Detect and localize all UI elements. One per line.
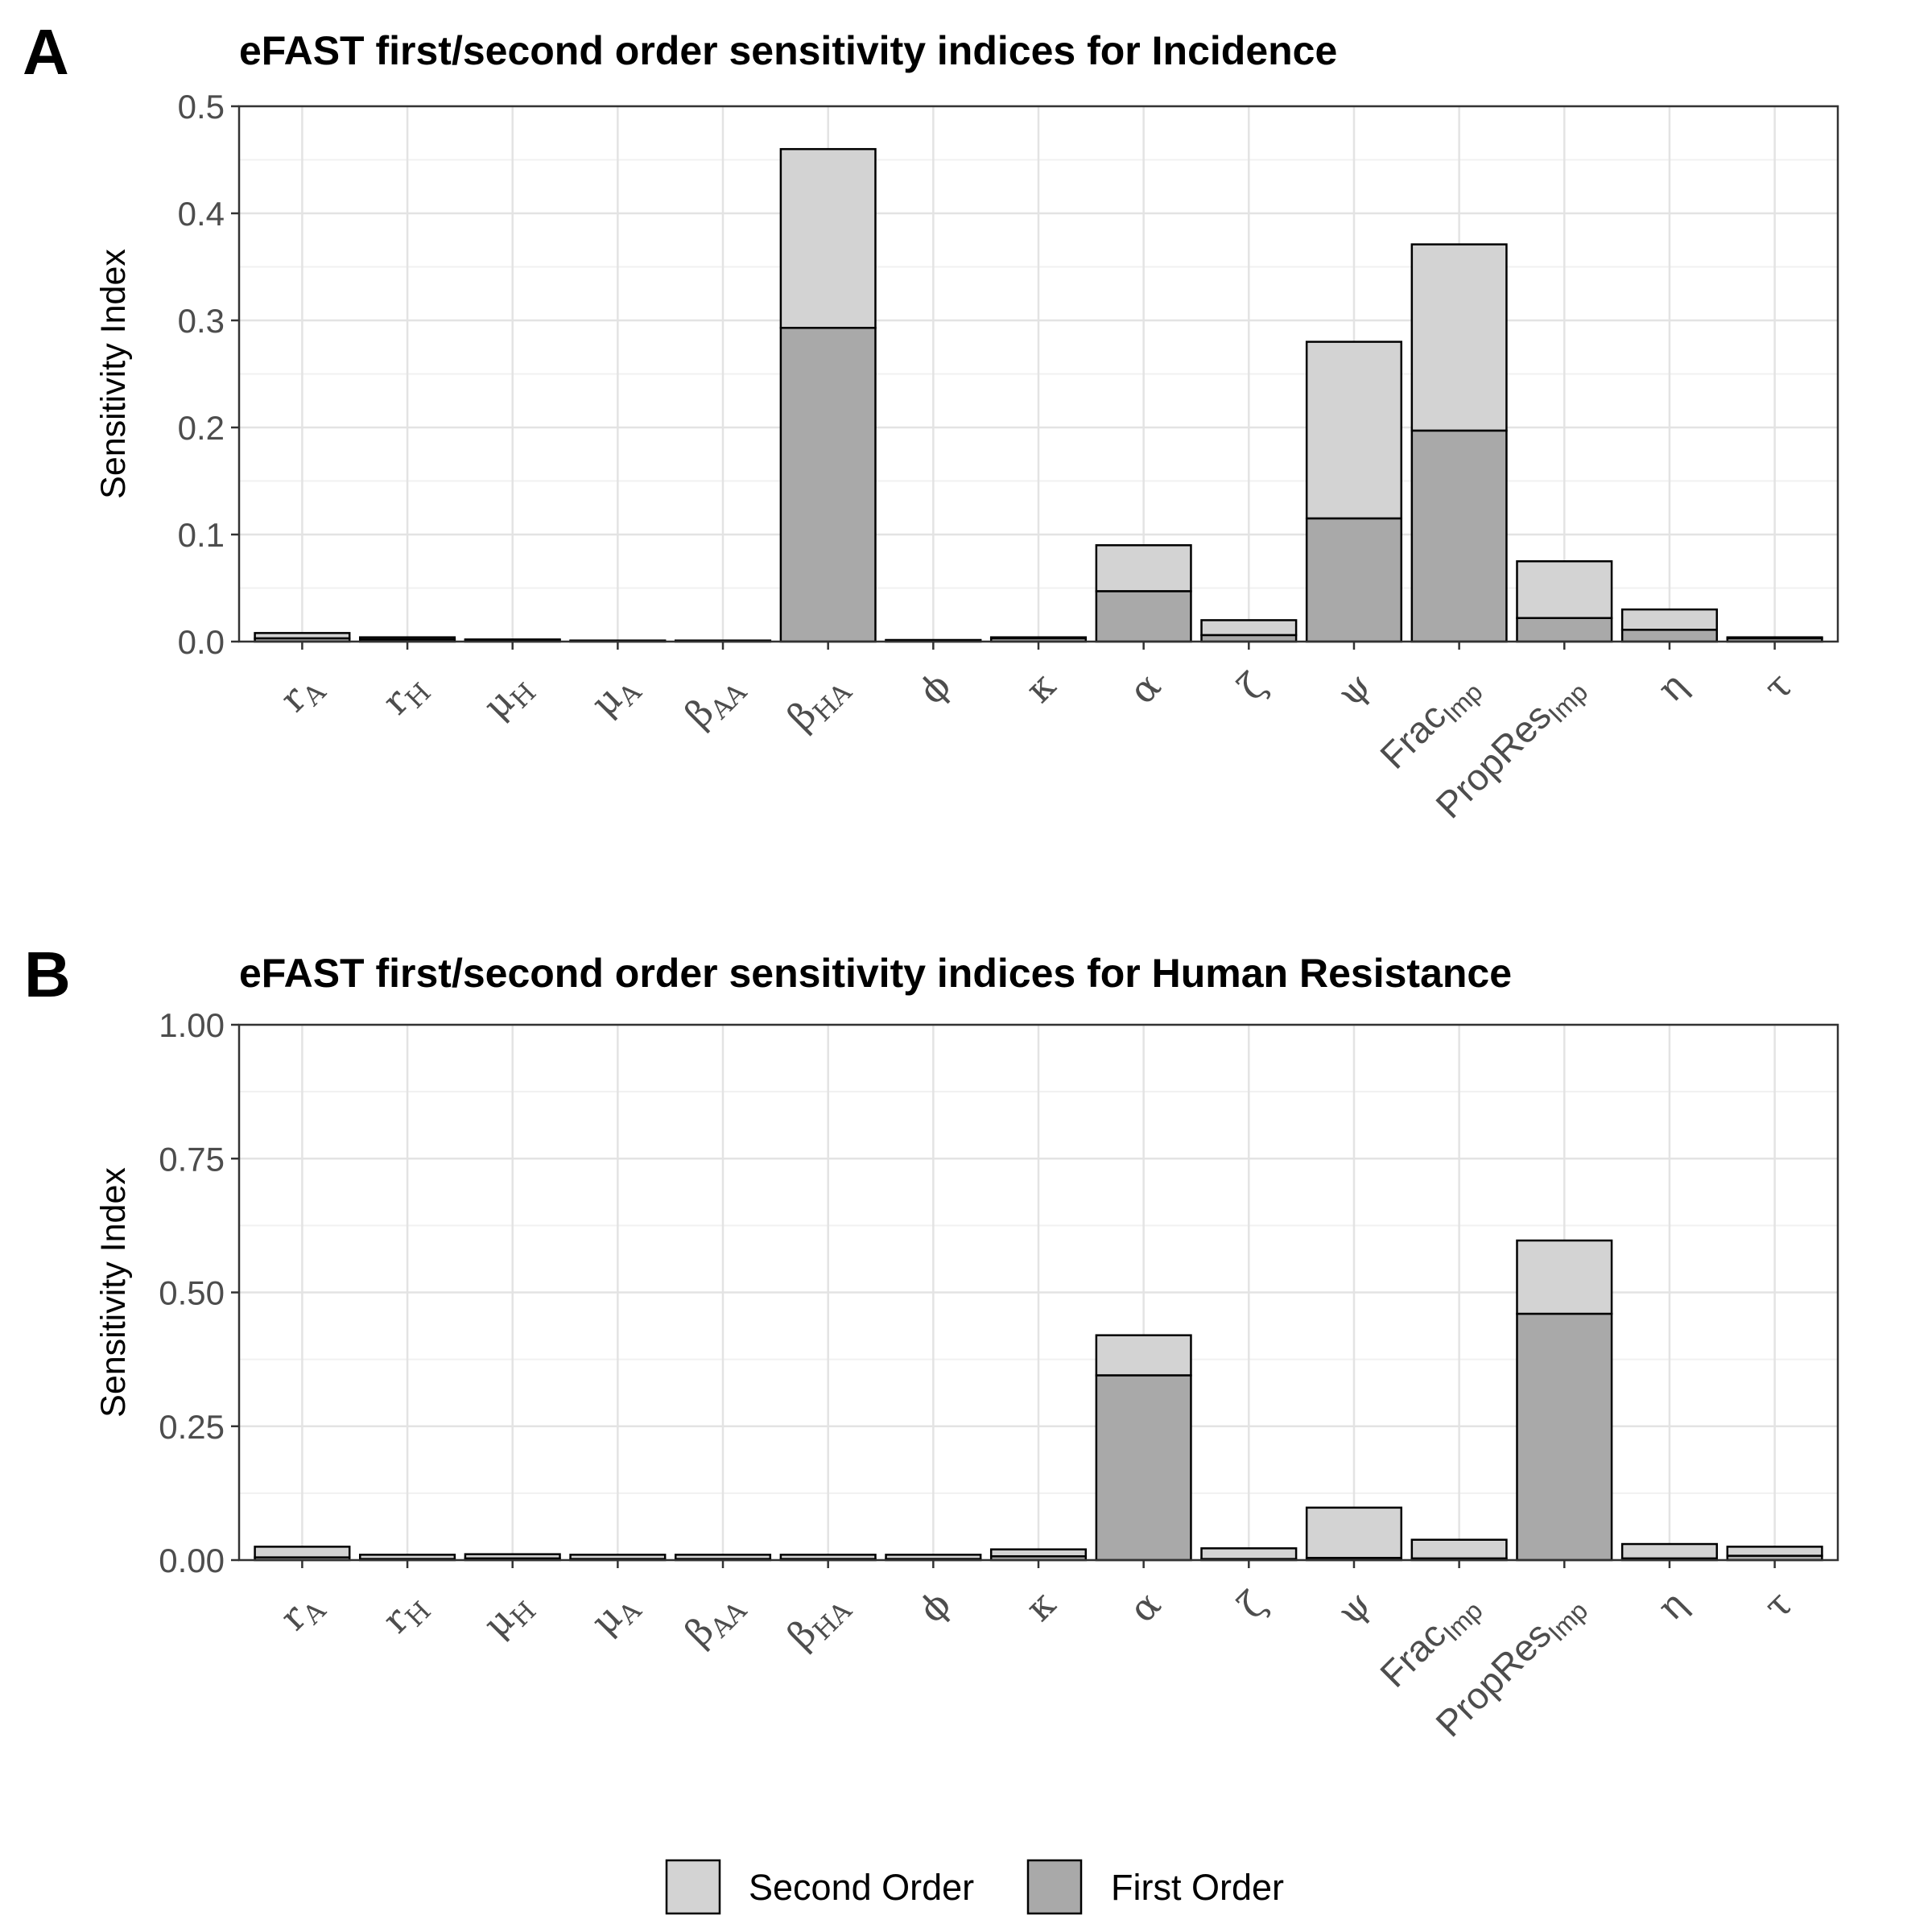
bar-second-order xyxy=(254,1546,351,1558)
y-tick-label: 0.00 xyxy=(159,1542,225,1579)
y-tick-label: 0.75 xyxy=(159,1140,225,1178)
x-tick-base: η xyxy=(1649,1583,1695,1629)
legend-label-first-order: First Order xyxy=(1111,1867,1284,1908)
y-tick-label: 0.2 xyxy=(178,409,225,447)
bar-second-order xyxy=(1095,1334,1192,1377)
legend-swatch-first-order xyxy=(1026,1859,1083,1915)
x-tick-base: κ xyxy=(1017,1582,1064,1629)
bar-second-order xyxy=(1410,1538,1508,1560)
x-tick-label: βHA xyxy=(778,1582,858,1662)
bar-second-order xyxy=(1410,243,1508,432)
x-tick-label: τ xyxy=(1755,664,1800,709)
x-tick-base: ϕ xyxy=(910,1583,959,1631)
bar-first-order xyxy=(1095,590,1192,643)
bar-first-order xyxy=(1516,1312,1613,1562)
bar-second-order xyxy=(779,147,877,329)
x-tick-base: η xyxy=(1649,664,1695,711)
x-tick-label: η xyxy=(1649,1583,1695,1629)
x-tick-base: ψ xyxy=(1328,1583,1380,1634)
y-tick-label: 0.4 xyxy=(178,195,225,233)
x-tick-label: βAA xyxy=(676,1582,753,1658)
y-tick-label: 0.0 xyxy=(178,623,225,661)
legend: Second Order First Order xyxy=(665,1859,1284,1915)
y-tick-label: 1.00 xyxy=(159,1006,225,1044)
y-tick-label: 0.25 xyxy=(159,1408,225,1446)
x-tick-label: κ xyxy=(1017,1582,1064,1629)
bar-second-order xyxy=(989,1548,1088,1558)
x-tick-base: ζ xyxy=(1229,1583,1274,1628)
x-tick-label: κ xyxy=(1017,663,1064,711)
y-axis: 0.00 0.25 0.50 0.75 1.00 xyxy=(159,1006,239,1579)
chart-title-human-resistance: eFAST first/second order sensitivity ind… xyxy=(239,951,1512,996)
chart-title-incidence: eFAST first/second order sensitivity ind… xyxy=(239,28,1337,73)
bar-second-order xyxy=(1620,608,1718,631)
legend-swatch-second-order xyxy=(665,1859,721,1915)
bar-first-order xyxy=(1410,429,1508,643)
x-tick-label: ϕ xyxy=(910,1583,959,1631)
x-tick-label: rH xyxy=(374,664,436,727)
bar-second-order xyxy=(1095,544,1192,592)
x-tick-label: ζ xyxy=(1229,664,1274,709)
x-tick-label: α xyxy=(1121,664,1169,712)
x-tick-base: ζ xyxy=(1229,664,1274,709)
x-tick-label: μA xyxy=(582,663,647,729)
x-tick-base: ϕ xyxy=(910,664,959,712)
y-tick-label: 0.1 xyxy=(178,516,225,554)
x-tick-label: η xyxy=(1649,664,1695,711)
bar-second-order xyxy=(1305,1506,1403,1559)
x-tick-base: τ xyxy=(1755,664,1800,709)
x-tick-base: α xyxy=(1121,1583,1169,1631)
bar-second-order xyxy=(1516,1239,1613,1315)
x-tick-base: α xyxy=(1121,664,1169,712)
bar-first-order xyxy=(779,327,877,643)
x-tick-label: rA xyxy=(271,1582,332,1643)
x-tick-label: βHA xyxy=(778,663,858,743)
x-tick-label: μH xyxy=(474,1583,542,1650)
x-tick-label: ψ xyxy=(1328,664,1380,716)
x-tick-label: PropResImp xyxy=(1427,664,1593,830)
x-tick-label: PropResImp xyxy=(1427,1583,1593,1748)
bar-second-order xyxy=(1516,560,1613,619)
panel-a: A eFAST first/second order sensitivity i… xyxy=(23,16,1839,830)
x-tick-base: ψ xyxy=(1328,664,1380,716)
bar-second-order xyxy=(1305,341,1403,520)
x-tick-label: βAA xyxy=(676,663,753,740)
x-tick-label: rA xyxy=(271,663,332,724)
y-tick-label: 0.50 xyxy=(159,1274,225,1312)
bar-second-order xyxy=(1200,619,1298,637)
x-tick-label: ζ xyxy=(1229,1583,1274,1628)
legend-label-second-order: Second Order xyxy=(749,1867,974,1908)
panel-letter-a: A xyxy=(23,16,69,88)
y-tick-label: 0.3 xyxy=(178,302,225,340)
panel-letter-b: B xyxy=(24,939,71,1010)
panel-b: B eFAST first/second order sensitivity i… xyxy=(24,939,1839,1748)
bars xyxy=(254,147,1823,643)
bar-second-order xyxy=(1620,1542,1718,1560)
x-tick-label: μA xyxy=(582,1582,647,1647)
y-axis-label: Sensitivity Index xyxy=(94,1167,133,1418)
x-tick-label: ψ xyxy=(1328,1583,1380,1634)
x-tick-label: ϕ xyxy=(910,664,959,712)
x-tick-base: κ xyxy=(1017,663,1064,711)
bar-first-order xyxy=(1305,517,1403,643)
y-axis-label: Sensitivity Index xyxy=(94,249,133,499)
bar-first-order xyxy=(1516,617,1613,643)
y-tick-label: 0.5 xyxy=(178,88,225,126)
bar-second-order xyxy=(1200,1547,1298,1560)
y-axis: 0.0 0.1 0.2 0.3 0.4 0.5 xyxy=(178,88,239,661)
bar-first-order xyxy=(1620,629,1718,643)
x-tick-label: τ xyxy=(1755,1583,1800,1628)
x-tick-label: rH xyxy=(374,1583,436,1645)
bar-second-order xyxy=(1726,1546,1823,1557)
x-tick-label: μH xyxy=(474,664,542,732)
bar-first-order xyxy=(1095,1374,1192,1562)
x-tick-label: α xyxy=(1121,1583,1169,1631)
x-tick-base: τ xyxy=(1755,1583,1800,1628)
